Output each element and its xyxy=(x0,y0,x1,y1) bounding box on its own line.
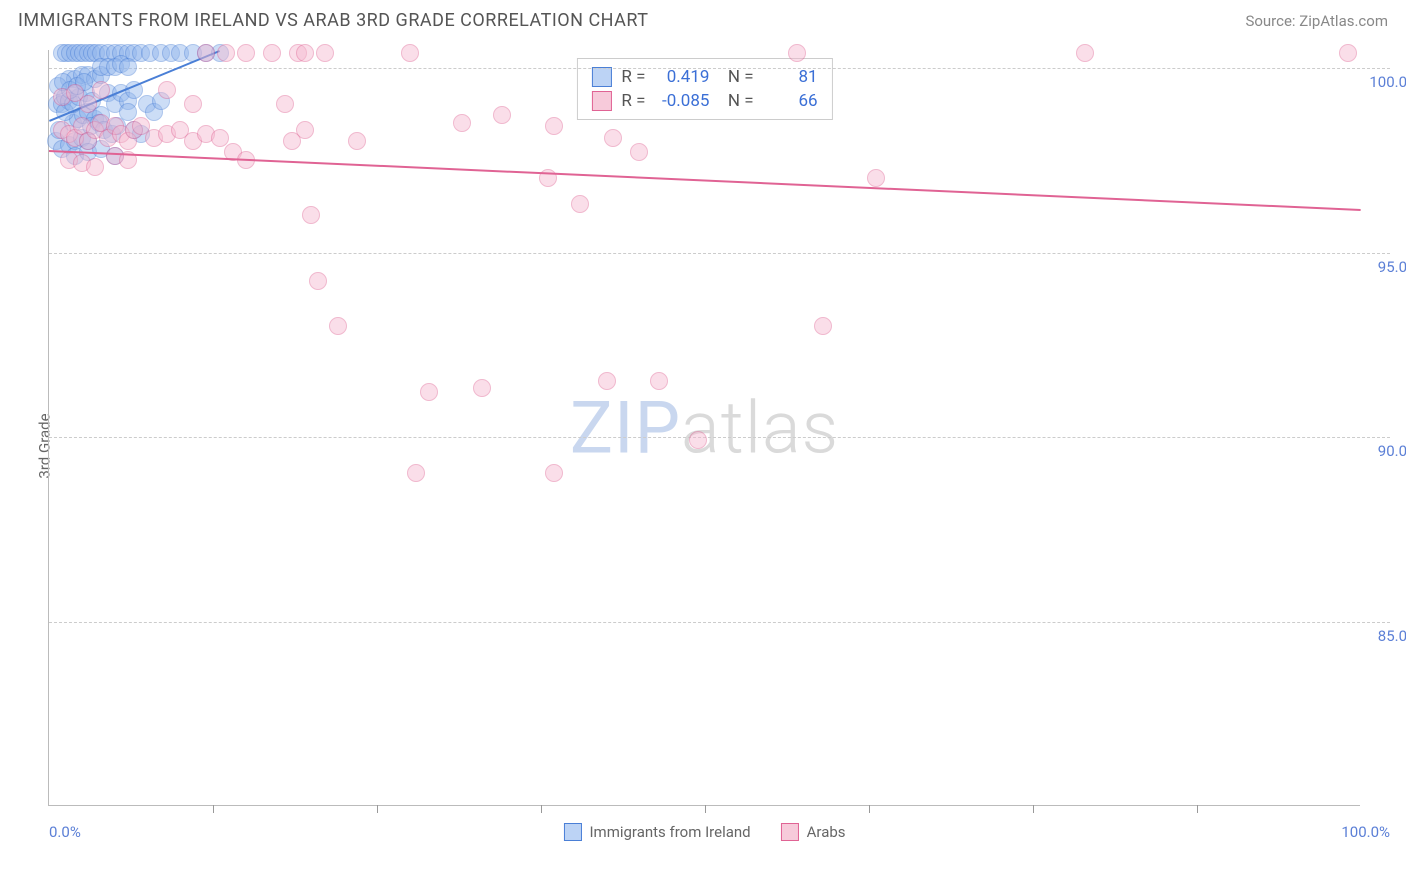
data-point xyxy=(217,44,235,62)
data-point xyxy=(1076,44,1094,62)
data-point xyxy=(119,103,137,121)
y-tick-label: 85.0% xyxy=(1366,627,1406,645)
y-tick-label: 90.0% xyxy=(1366,442,1406,460)
data-point xyxy=(309,272,327,290)
legend-label-ireland: Immigrants from Ireland xyxy=(589,823,750,841)
source-prefix: Source: xyxy=(1245,12,1299,30)
scatter-plot-area: ZIPatlas R = 0.419 N = 81 R = -0.085 N =… xyxy=(48,50,1360,806)
data-point xyxy=(814,317,832,335)
x-axis-min-label: 0.0% xyxy=(49,823,81,841)
data-point xyxy=(348,132,366,150)
data-point xyxy=(604,129,622,147)
data-point xyxy=(329,317,347,335)
source-link[interactable]: ZipAtlas.com xyxy=(1299,12,1388,30)
data-point xyxy=(453,114,471,132)
data-point xyxy=(598,372,616,390)
x-axis-max-label: 100.0% xyxy=(1341,823,1390,841)
data-point xyxy=(86,158,104,176)
data-point xyxy=(302,206,320,224)
data-point xyxy=(92,81,110,99)
x-tick xyxy=(541,805,542,813)
bottom-legend: Immigrants from Ireland Arabs xyxy=(563,823,845,841)
data-point xyxy=(473,379,491,397)
data-point xyxy=(184,95,202,113)
data-point xyxy=(867,169,885,187)
x-tick xyxy=(705,805,706,813)
data-point xyxy=(211,129,229,147)
watermark: ZIPatlas xyxy=(570,385,839,470)
data-point xyxy=(420,383,438,401)
x-tick xyxy=(377,805,378,813)
r-value-ireland: 0.419 xyxy=(655,67,709,87)
legend-swatch-ireland xyxy=(563,823,581,841)
data-point xyxy=(119,58,137,76)
data-point xyxy=(630,143,648,161)
gridline xyxy=(49,622,1390,623)
data-point xyxy=(545,464,563,482)
legend-swatch-arabs xyxy=(781,823,799,841)
x-tick xyxy=(213,805,214,813)
watermark-part-2: atlas xyxy=(681,385,839,470)
data-point xyxy=(158,81,176,99)
gridline xyxy=(49,437,1390,438)
x-tick xyxy=(1033,805,1034,813)
legend-item-ireland: Immigrants from Ireland xyxy=(563,823,750,841)
y-tick-label: 100.0% xyxy=(1366,73,1406,91)
r-value-arabs: -0.085 xyxy=(655,91,709,111)
x-tick xyxy=(1197,805,1198,813)
data-point xyxy=(237,44,255,62)
trend-line xyxy=(49,150,1361,211)
n-label: N = xyxy=(719,67,753,87)
legend-swatch-arabs xyxy=(591,91,611,111)
y-tick-label: 95.0% xyxy=(1366,258,1406,276)
n-value-ireland: 81 xyxy=(764,67,818,87)
gridline xyxy=(49,68,1390,69)
data-point xyxy=(401,44,419,62)
data-point xyxy=(493,106,511,124)
data-point xyxy=(1339,44,1357,62)
data-point xyxy=(788,44,806,62)
data-point xyxy=(650,372,668,390)
r-label: R = xyxy=(621,91,645,111)
n-label: N = xyxy=(719,91,753,111)
data-point xyxy=(197,44,215,62)
gridline xyxy=(49,253,1390,254)
legend-item-arabs: Arabs xyxy=(781,823,846,841)
r-label: R = xyxy=(621,67,645,87)
x-tick xyxy=(869,805,870,813)
data-point xyxy=(545,117,563,135)
correlation-stats-legend: R = 0.419 N = 81 R = -0.085 N = 66 xyxy=(576,58,832,120)
watermark-part-1: ZIP xyxy=(570,385,681,470)
stats-row-arabs: R = -0.085 N = 66 xyxy=(591,89,817,113)
n-value-arabs: 66 xyxy=(764,91,818,111)
data-point xyxy=(296,121,314,139)
data-point xyxy=(79,95,97,113)
chart-title: IMMIGRANTS FROM IRELAND VS ARAB 3RD GRAD… xyxy=(18,10,649,31)
data-point xyxy=(689,431,707,449)
legend-label-arabs: Arabs xyxy=(807,823,846,841)
legend-swatch-ireland xyxy=(591,67,611,87)
data-point xyxy=(276,95,294,113)
source-attribution: Source: ZipAtlas.com xyxy=(1245,12,1388,30)
data-point xyxy=(296,44,314,62)
data-point xyxy=(316,44,334,62)
data-point xyxy=(263,44,281,62)
data-point xyxy=(571,195,589,213)
data-point xyxy=(407,464,425,482)
